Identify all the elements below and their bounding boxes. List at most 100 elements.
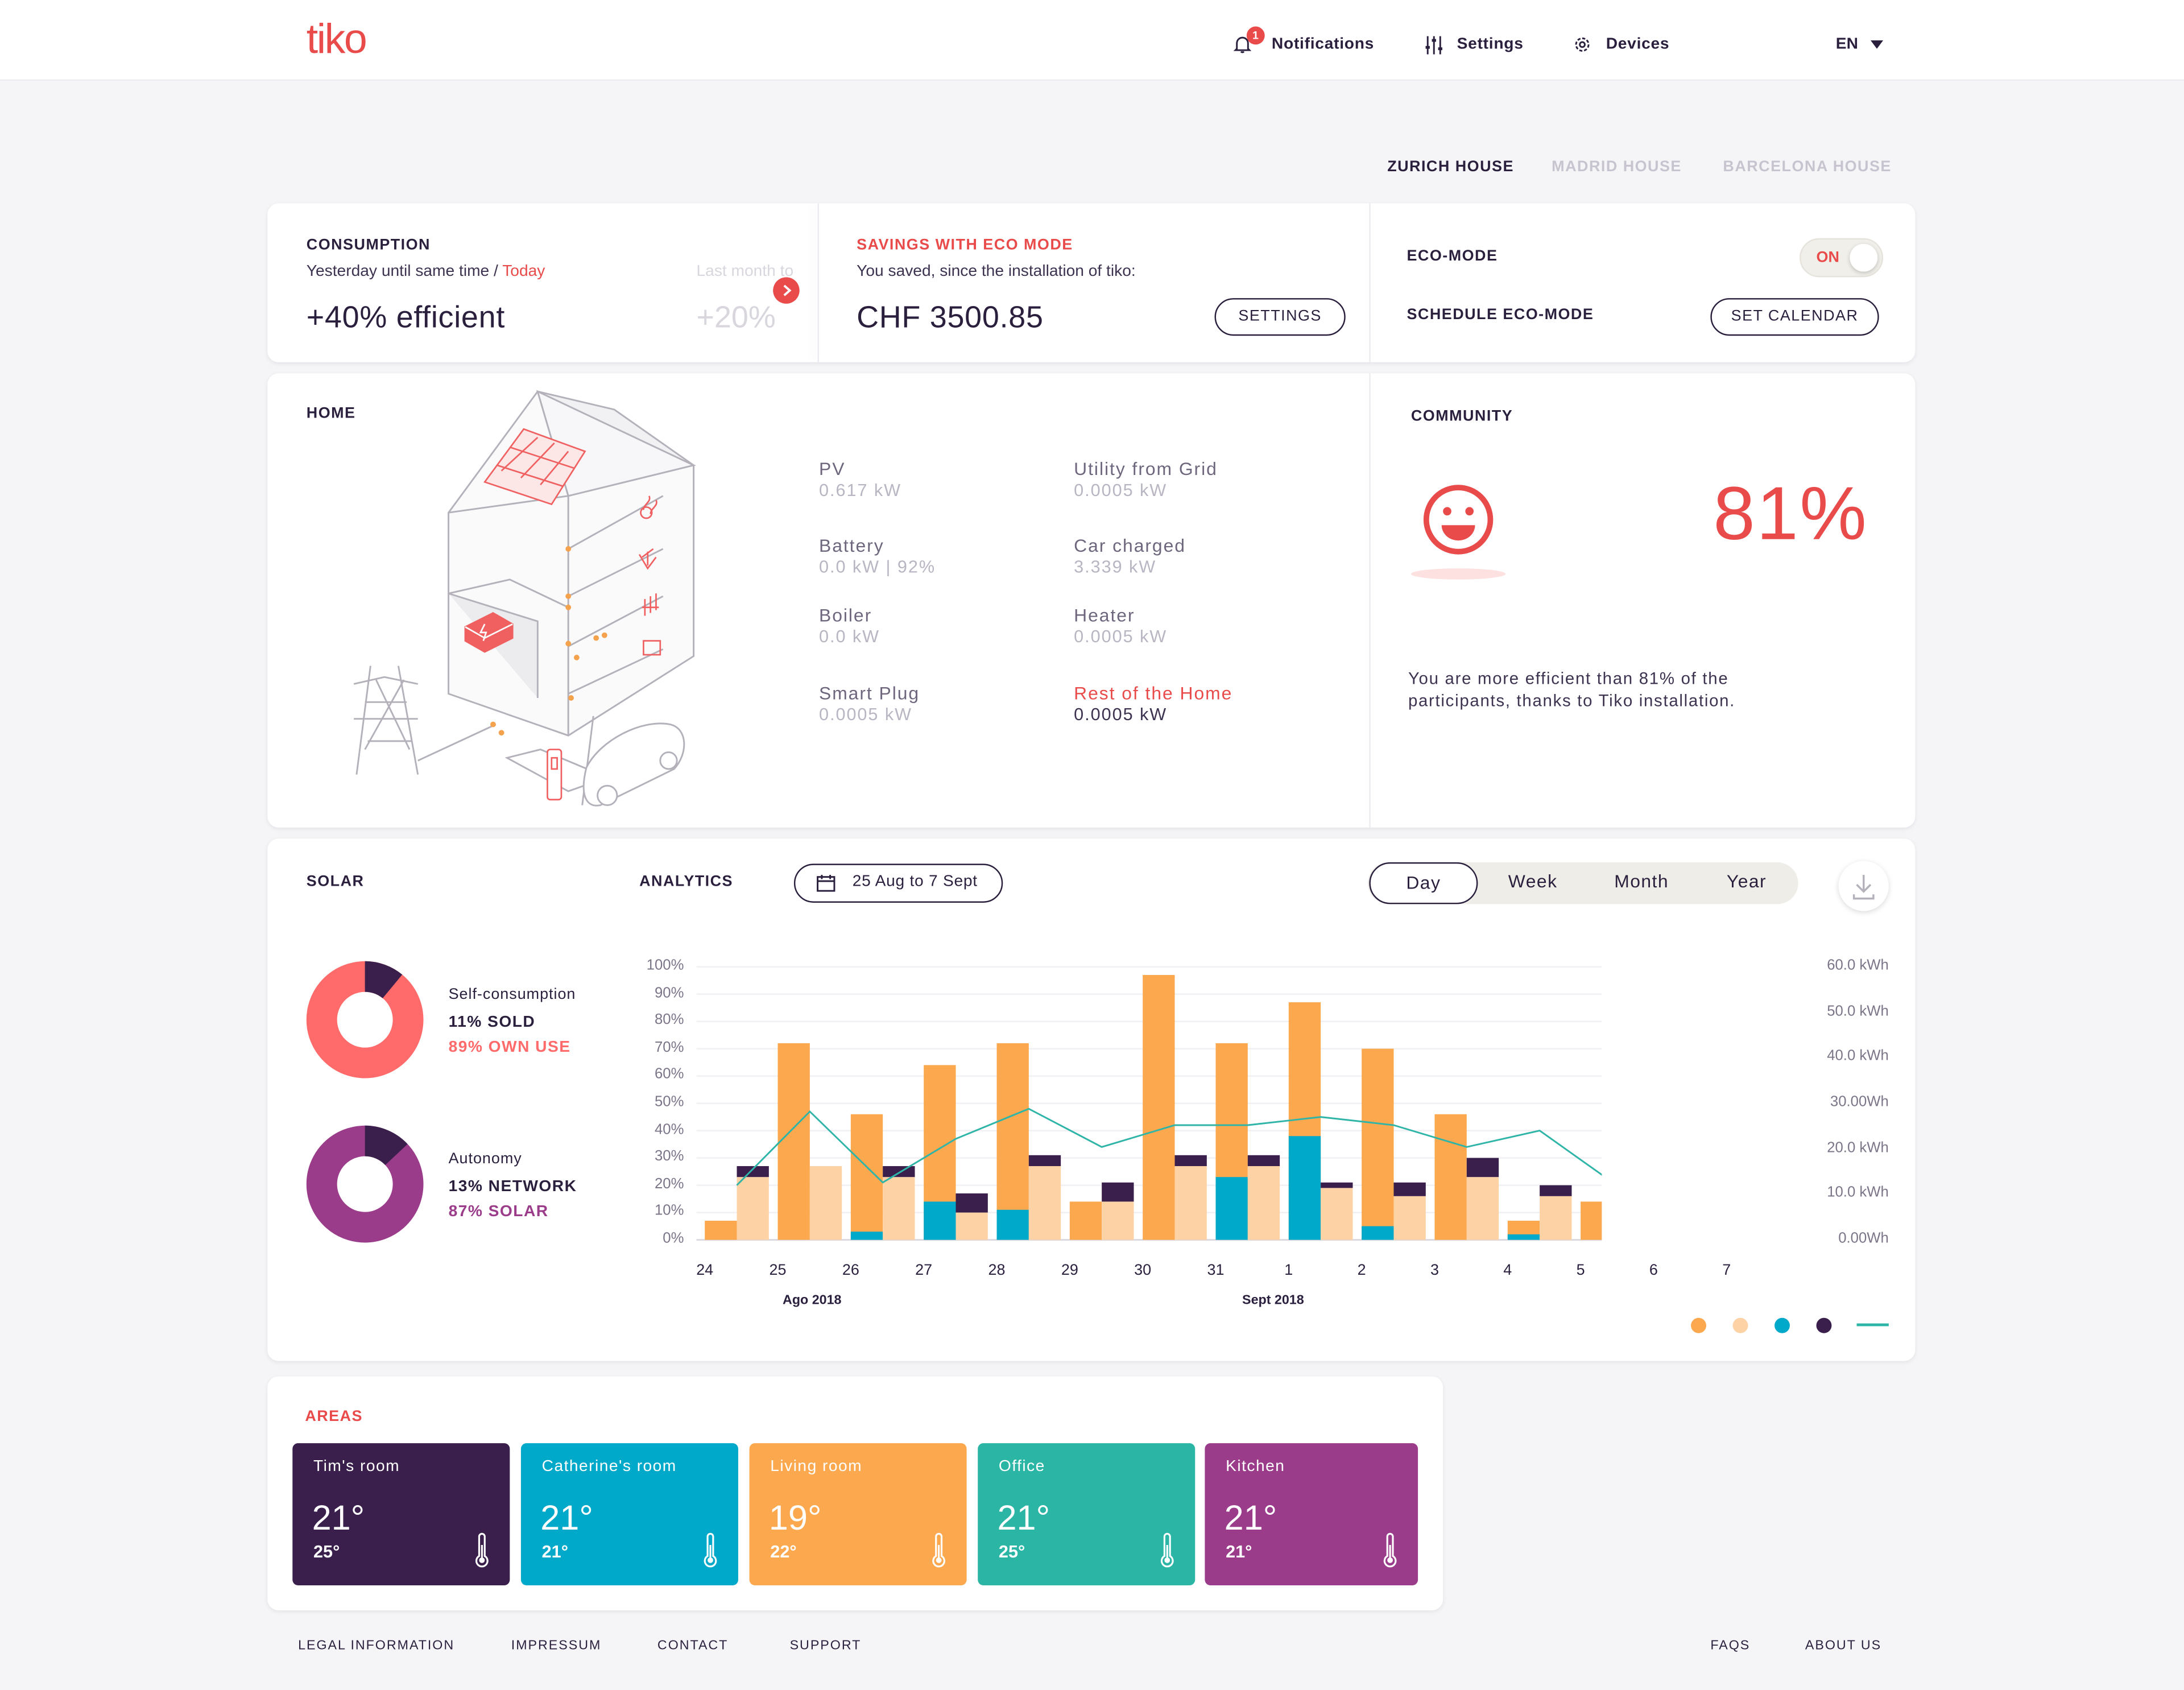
community-text-1: You are more efficient than 81% of the xyxy=(1408,668,1729,688)
consumption-today: Today xyxy=(502,263,545,280)
consumption-ghost-value: +20% xyxy=(696,299,776,334)
room-temperature: 21° xyxy=(1224,1499,1277,1538)
community-text-2: participants, thanks to Tiko installatio… xyxy=(1408,691,1736,710)
logo[interactable]: tiko xyxy=(306,16,367,63)
y-right-tick-label: 50.0 kWh xyxy=(1827,1002,1889,1019)
room-setpoint: 22° xyxy=(770,1542,797,1562)
y-right-tick-label: 40.0 kWh xyxy=(1827,1048,1889,1065)
room-tile[interactable]: Living room 19° 22° xyxy=(749,1443,967,1585)
bell-icon xyxy=(1233,36,1252,53)
eco-mode-toggle-label: ON xyxy=(1816,249,1839,266)
x-tick-label: 5 xyxy=(1576,1262,1585,1279)
bar-purple xyxy=(1174,1155,1207,1167)
consumption-subtitle-text: Yesterday until same time / xyxy=(306,263,503,280)
y-left-tick-label: 70% xyxy=(654,1039,684,1056)
room-tile[interactable]: Office 21° 25° xyxy=(978,1443,1196,1585)
room-tile[interactable]: Catherine's room 21° 21° xyxy=(520,1443,738,1585)
x-tick-label: 29 xyxy=(1061,1262,1078,1279)
room-tile[interactable]: Kitchen 21° 21° xyxy=(1205,1443,1418,1585)
bar-cyan xyxy=(924,1201,956,1240)
room-tile[interactable]: Tim's room 21° 25° xyxy=(292,1443,510,1585)
thermometer-icon xyxy=(475,1532,489,1568)
sliders-icon xyxy=(1425,36,1442,55)
x-tick-label: 1 xyxy=(1284,1262,1293,1279)
tab-house-0[interactable]: ZURICH HOUSE xyxy=(1387,159,1514,176)
consumption-ghost-label: Last month to xyxy=(696,263,794,280)
x-tick-label: 31 xyxy=(1207,1262,1225,1279)
language-select[interactable]: EN xyxy=(1836,36,1884,53)
bar-cyan xyxy=(1215,1177,1248,1240)
footer-link[interactable]: ABOUT US xyxy=(1805,1638,1882,1654)
bar-peach xyxy=(809,1166,842,1240)
home-stat-value: 0.0 kW | 92% xyxy=(819,557,936,577)
x-tick-label: 7 xyxy=(1722,1262,1731,1279)
analytics-title: ANALYTICS xyxy=(639,873,734,890)
home-stat-label: Boiler xyxy=(819,604,872,626)
set-calendar-button[interactable]: SET CALENDAR xyxy=(1710,298,1879,336)
room-name: Catherine's room xyxy=(541,1458,677,1476)
tab-house-2[interactable]: BARCELONA HOUSE xyxy=(1723,159,1892,176)
series-line xyxy=(736,1108,1602,1186)
home-stat-value: 0.0005 kW xyxy=(1074,627,1168,647)
autonomy-label: Autonomy xyxy=(448,1150,522,1168)
x-tick-label: 6 xyxy=(1649,1262,1658,1279)
bar-cyan xyxy=(1362,1226,1394,1240)
analytics-chart xyxy=(696,966,1602,1241)
calendar-icon xyxy=(817,874,835,892)
footer-link[interactable]: IMPRESSUM xyxy=(511,1638,602,1654)
consumption-title: CONSUMPTION xyxy=(306,237,431,254)
bar-purple xyxy=(956,1193,988,1213)
room-name: Kitchen xyxy=(1226,1458,1285,1476)
tab-year[interactable]: Year xyxy=(1726,870,1767,892)
thermometer-icon xyxy=(1383,1532,1397,1568)
room-name: Office xyxy=(998,1458,1045,1476)
footer-link[interactable]: CONTACT xyxy=(657,1638,729,1654)
thermometer-icon xyxy=(932,1532,946,1568)
room-setpoint: 21° xyxy=(541,1542,568,1562)
settings-button[interactable]: SETTINGS xyxy=(1214,298,1346,336)
y-left-tick-label: 20% xyxy=(654,1175,684,1192)
room-name: Tim's room xyxy=(313,1458,400,1476)
y-right-tick-label: 60.0 kWh xyxy=(1827,957,1889,974)
bar-peach xyxy=(737,1177,769,1240)
home-stat-label: PV xyxy=(819,458,846,480)
tab-day[interactable]: Day xyxy=(1369,862,1478,904)
bar-cyan xyxy=(1288,1136,1321,1240)
bar-purple xyxy=(1393,1182,1426,1196)
x-tick-label: 27 xyxy=(915,1262,933,1279)
date-range-picker[interactable]: 25 Aug to 7 Sept xyxy=(793,863,1003,903)
bar-purple xyxy=(737,1166,769,1177)
y-right-tick-label: 0.00Wh xyxy=(1838,1230,1889,1247)
month-label: Ago 2018 xyxy=(783,1292,842,1308)
nav-devices-label: Devices xyxy=(1606,36,1670,53)
download-icon xyxy=(1852,874,1875,900)
bar-orange xyxy=(1581,1201,1602,1240)
room-temperature: 21° xyxy=(312,1499,365,1538)
x-tick-label: 25 xyxy=(769,1262,787,1279)
x-tick-label: 2 xyxy=(1357,1262,1366,1279)
x-tick-label: 28 xyxy=(988,1262,1006,1279)
consumption-value: +40% efficient xyxy=(306,299,506,334)
home-stat-label: Battery xyxy=(819,535,884,556)
download-button[interactable] xyxy=(1838,861,1889,911)
tab-month[interactable]: Month xyxy=(1614,870,1669,892)
x-tick-label: 3 xyxy=(1430,1262,1439,1279)
next-arrow-button[interactable] xyxy=(773,277,800,304)
self-consumption-donut xyxy=(306,961,424,1079)
eco-mode-toggle[interactable]: ON xyxy=(1800,238,1884,278)
consumption-subtitle: Yesterday until same time / Today xyxy=(307,263,545,280)
bar-purple xyxy=(1102,1182,1134,1202)
y-left-tick-label: 0% xyxy=(663,1230,684,1247)
footer-link[interactable]: SUPPORT xyxy=(789,1638,862,1654)
chevron-down-icon xyxy=(1871,40,1884,49)
tab-week[interactable]: Week xyxy=(1508,870,1558,892)
bar-orange xyxy=(1434,1114,1467,1240)
footer-link[interactable]: FAQS xyxy=(1710,1638,1751,1654)
home-stat-value: 0.0005 kW xyxy=(819,705,913,725)
y-left-tick-label: 30% xyxy=(654,1148,684,1165)
y-left-tick-label: 40% xyxy=(654,1121,684,1138)
x-tick-label: 30 xyxy=(1134,1262,1152,1279)
tab-house-1[interactable]: MADRID HOUSE xyxy=(1552,159,1682,176)
footer-link[interactable]: LEGAL INFORMATION xyxy=(298,1638,455,1654)
analytics-card xyxy=(267,838,1916,1361)
